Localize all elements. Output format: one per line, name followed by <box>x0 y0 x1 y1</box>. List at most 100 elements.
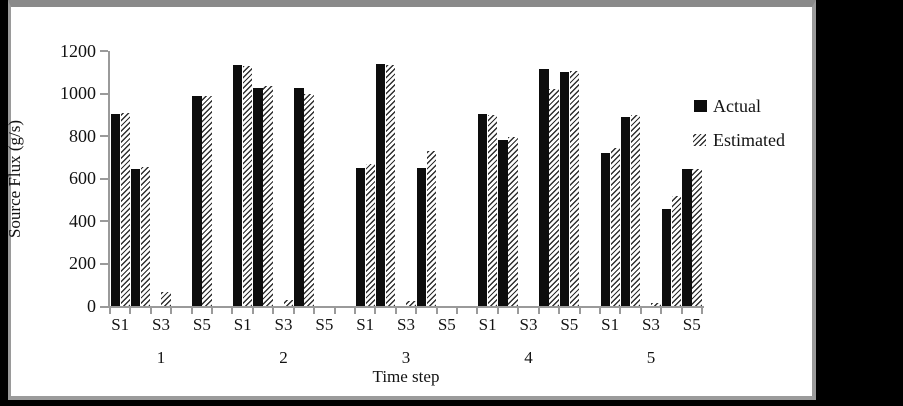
bar-actual-t1-s5 <box>192 96 202 306</box>
x-tick-label-s5-t1: S5 <box>192 315 211 334</box>
x-axis-tick <box>517 308 520 314</box>
x-tick-label-s3-t1: S3 <box>152 315 171 334</box>
bar-estimated-t5-s3 <box>651 302 661 306</box>
x-axis-tick <box>313 308 316 314</box>
x-tick-label-s3-t2: S3 <box>274 315 293 334</box>
bar-estimated-t4-s1 <box>488 115 498 306</box>
x-axis-tick <box>558 308 561 314</box>
x-axis-tick <box>231 308 234 314</box>
legend-label-actual: Actual <box>713 96 761 116</box>
x-axis-tick <box>598 308 601 314</box>
bar-actual-t5-s5 <box>682 168 692 306</box>
x-axis-tick <box>374 308 377 314</box>
time-step-label-5: 5 <box>646 348 656 367</box>
y-axis-tick <box>100 135 108 138</box>
bar-estimated-t2-s1 <box>243 66 253 306</box>
time-step-label-3: 3 <box>401 348 411 367</box>
x-axis-tick <box>211 308 214 314</box>
y-tick-label: 200 <box>69 253 96 274</box>
x-axis-tick <box>415 308 418 314</box>
bar-actual-t4-s5 <box>559 71 570 306</box>
x-axis-tick <box>149 308 152 314</box>
x-axis-tick <box>456 308 459 314</box>
x-tick-label-s1-t1: S1 <box>111 315 130 334</box>
bar-actual-t2-s2 <box>253 87 263 306</box>
x-axis-tick <box>394 308 397 314</box>
bar-actual-t4-s1 <box>478 114 488 306</box>
y-axis-tick <box>100 50 108 52</box>
x-tick-label-s5-t2: S5 <box>315 315 334 334</box>
x-axis-tick <box>435 308 438 314</box>
y-axis-tick <box>100 220 108 223</box>
bar-actual-t3-s2 <box>375 64 386 306</box>
bar-actual-t5-s2 <box>620 116 631 306</box>
x-axis-tick <box>109 308 111 314</box>
x-tick-label-s1-t3: S1 <box>356 315 375 334</box>
bar-actual-t4-s4 <box>539 68 549 306</box>
x-tick-label-s5-t4: S5 <box>560 315 579 334</box>
x-axis-tick <box>476 308 479 314</box>
y-tick-label: 0 <box>87 296 96 316</box>
bar-actual-t1-s2 <box>131 168 141 306</box>
x-axis-tick <box>333 308 336 314</box>
time-step-label-1: 1 <box>156 348 166 367</box>
x-tick-label-s3-t4: S3 <box>519 315 538 334</box>
x-tick-label-s5-t5: S5 <box>682 315 701 334</box>
x-axis-tick <box>353 308 356 314</box>
bar-estimated-t1-s3 <box>161 292 171 306</box>
x-axis-tick <box>292 308 295 314</box>
x-axis-tick <box>190 308 193 314</box>
x-axis-tick <box>537 308 540 314</box>
x-axis-tick <box>639 308 642 314</box>
bar-estimated-t1-s1 <box>120 113 130 306</box>
bar-estimated-t2-s4 <box>304 94 314 306</box>
bar-estimated-t3-s4 <box>426 150 437 306</box>
bar-actual-t1-s1 <box>110 114 120 306</box>
bar-estimated-t4-s2 <box>508 136 518 306</box>
x-tick-label-s3-t3: S3 <box>397 315 415 334</box>
bar-estimated-t2-s3 <box>283 299 294 306</box>
x-axis-tick <box>496 308 499 314</box>
bar-estimated-t5-s2 <box>630 115 641 306</box>
bar-actual-t5-s4 <box>661 209 672 306</box>
bar-estimated-t3-s3 <box>406 300 416 306</box>
x-axis-tick <box>272 308 275 314</box>
y-tick-label: 800 <box>69 125 96 146</box>
bar-actual-t3-s1 <box>355 167 365 306</box>
y-axis-tick <box>100 262 108 265</box>
bar-estimated-t4-s4 <box>549 88 559 306</box>
x-tick-label-s1-t4: S1 <box>478 315 497 334</box>
y-axis-line <box>108 50 110 308</box>
y-axis-tick <box>100 92 108 95</box>
x-axis-tick <box>660 308 663 314</box>
x-axis-tick <box>701 308 703 314</box>
legend-label-estimated: Estimated <box>713 130 785 150</box>
bar-actual-t4-s2 <box>498 139 508 306</box>
bar-estimated-t1-s2 <box>141 166 151 306</box>
legend-swatch-actual <box>694 100 707 112</box>
x-axis-tick <box>619 308 622 314</box>
bar-actual-t2-s1 <box>233 65 243 306</box>
x-tick-label-s1-t5: S1 <box>601 315 620 334</box>
x-axis-tick <box>680 308 683 314</box>
bar-estimated-t5-s1 <box>610 148 620 306</box>
bar-estimated-t3-s2 <box>385 65 396 306</box>
legend-swatch-estimated <box>693 134 706 146</box>
x-axis-tick <box>170 308 173 314</box>
x-axis-tick <box>129 308 132 314</box>
y-axis-tick <box>100 305 108 308</box>
x-tick-label-s1-t2: S1 <box>233 315 252 334</box>
bar-actual-t5-s1 <box>600 152 610 306</box>
y-axis-title: Source Flux (g/s) <box>5 119 24 239</box>
y-tick-label: 400 <box>69 210 96 231</box>
time-step-label-2: 2 <box>279 348 288 367</box>
bar-estimated-t4-s5 <box>569 70 580 306</box>
time-step-label-4: 4 <box>524 348 533 367</box>
x-axis-tick <box>251 308 254 314</box>
bar-actual-t3-s4 <box>416 167 427 306</box>
bar-estimated-t3-s1 <box>365 164 375 306</box>
x-axis-tick <box>578 308 581 314</box>
x-axis-line <box>108 306 704 308</box>
y-axis-tick <box>100 177 108 180</box>
